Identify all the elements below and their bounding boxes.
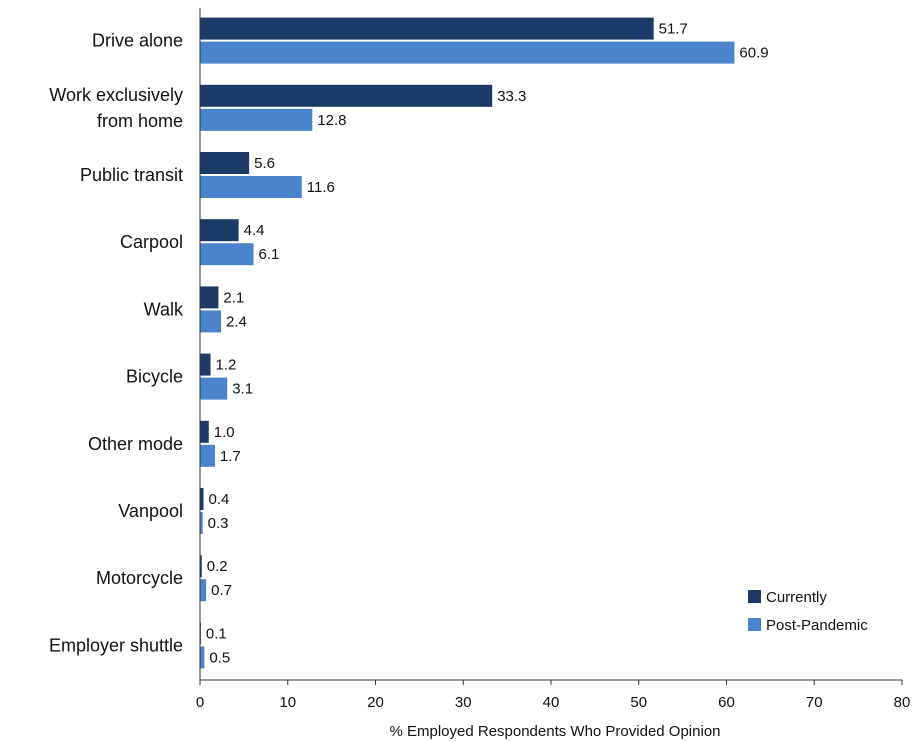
bar-drive-alone-currently (200, 17, 654, 40)
value-label-other-mode-post-pandemic: 1.7 (220, 448, 241, 465)
category-label-walk: Walk (144, 299, 184, 319)
category-label-line: Other mode (88, 434, 183, 454)
category-label-work-exclusively-from-home: Work exclusively from home (49, 85, 183, 131)
bar-bicycle-post-pandemic (200, 377, 228, 400)
value-label-walk-currently: 2.1 (223, 289, 244, 306)
x-ticks: 0 10 20 30 40 50 60 70 80 (196, 680, 911, 711)
category-label-line: Drive alone (92, 31, 183, 51)
bar-work-exclusively-from-home-post-pandemic (200, 108, 313, 131)
bar-other-mode-currently (200, 420, 209, 443)
bar-vanpool-currently (200, 488, 204, 510)
value-label-public-transit-post-pandemic: 11.6 (307, 179, 335, 196)
category-label-drive-alone: Drive alone (92, 31, 183, 51)
value-label-other-mode-currently: 1.0 (214, 424, 235, 441)
legend: Currently Post-Pandemic (748, 589, 868, 634)
value-label-carpool-post-pandemic: 6.1 (259, 246, 280, 263)
bar-other-mode-post-pandemic (200, 444, 215, 467)
bar-carpool-post-pandemic (200, 243, 254, 266)
value-label-public-transit-currently: 5.6 (254, 155, 275, 172)
value-label-employer-shuttle-currently: 0.1 (206, 625, 227, 642)
legend-label-post-pandemic: Post-Pandemic (766, 617, 868, 634)
bar-work-exclusively-from-home-currently (200, 84, 493, 107)
bar-employer-shuttle-post-pandemic (200, 646, 205, 669)
x-tick-label: 0 (196, 694, 204, 711)
category-label-other-mode: Other mode (88, 434, 183, 454)
bar-motorcycle-currently (200, 555, 202, 578)
x-tick-label: 80 (894, 694, 911, 711)
category-label-carpool: Carpool (120, 232, 183, 252)
category-label-line: Motorcycle (96, 568, 183, 588)
category-label-line: Work exclusively (49, 85, 183, 105)
bar-public-transit-currently (200, 152, 250, 174)
value-label-work-exclusively-from-home-currently: 33.3 (497, 88, 526, 105)
value-label-work-exclusively-from-home-post-pandemic: 12.8 (317, 112, 346, 129)
value-label-drive-alone-post-pandemic: 60.9 (739, 45, 768, 62)
value-label-motorcycle-currently: 0.2 (207, 558, 228, 575)
x-tick-label: 70 (806, 694, 823, 711)
category-label-bicycle: Bicycle (126, 367, 183, 387)
category-label-line: Carpool (120, 232, 183, 252)
value-label-vanpool-currently: 0.4 (209, 491, 230, 508)
bars-group: 51.7 60.9 33.3 12.8 5.6 11.6 4.4 6.1 2.1 2.4 1.2 3.… (200, 17, 769, 669)
category-label-line: Vanpool (118, 501, 183, 521)
bar-bicycle-currently (200, 353, 211, 376)
value-label-bicycle-currently: 1.2 (216, 357, 237, 374)
bar-carpool-currently (200, 219, 239, 242)
bar-vanpool-post-pandemic (200, 512, 203, 534)
x-tick-label: 30 (455, 694, 472, 711)
value-label-drive-alone-currently: 51.7 (659, 21, 688, 38)
bar-motorcycle-post-pandemic (200, 579, 207, 602)
category-label-employer-shuttle: Employer shuttle (49, 635, 183, 655)
x-tick-label: 60 (718, 694, 735, 711)
category-label-public-transit: Public transit (80, 165, 183, 185)
category-label-line: Employer shuttle (49, 635, 183, 655)
value-label-walk-post-pandemic: 2.4 (226, 313, 247, 330)
value-label-motorcycle-post-pandemic: 0.7 (211, 582, 232, 599)
x-axis-title: % Employed Respondents Who Provided Opin… (389, 723, 720, 740)
value-label-vanpool-post-pandemic: 0.3 (208, 515, 229, 532)
value-label-carpool-currently: 4.4 (244, 222, 265, 239)
category-label-motorcycle: Motorcycle (96, 568, 183, 588)
value-label-bicycle-post-pandemic: 3.1 (232, 381, 253, 398)
x-tick-label: 50 (630, 694, 647, 711)
bar-walk-currently (200, 286, 219, 309)
legend-label-currently: Currently (766, 589, 827, 606)
category-label-line: from home (97, 111, 183, 131)
x-tick-label: 40 (543, 694, 560, 711)
legend-swatch-post-pandemic (748, 618, 761, 631)
category-labels: Drive alone Work exclusively from home Publ… (49, 31, 184, 656)
value-label-employer-shuttle-post-pandemic: 0.5 (209, 649, 230, 666)
bar-drive-alone-post-pandemic (200, 41, 735, 64)
category-label-line: Public transit (80, 165, 183, 185)
category-label-line: Walk (144, 299, 184, 319)
category-label-vanpool: Vanpool (118, 501, 183, 521)
category-label-line: Bicycle (126, 367, 183, 387)
legend-swatch-currently (748, 590, 761, 603)
x-tick-label: 20 (367, 694, 384, 711)
x-tick-label: 10 (279, 694, 296, 711)
bar-public-transit-post-pandemic (200, 176, 302, 198)
bar-walk-post-pandemic (200, 310, 222, 333)
